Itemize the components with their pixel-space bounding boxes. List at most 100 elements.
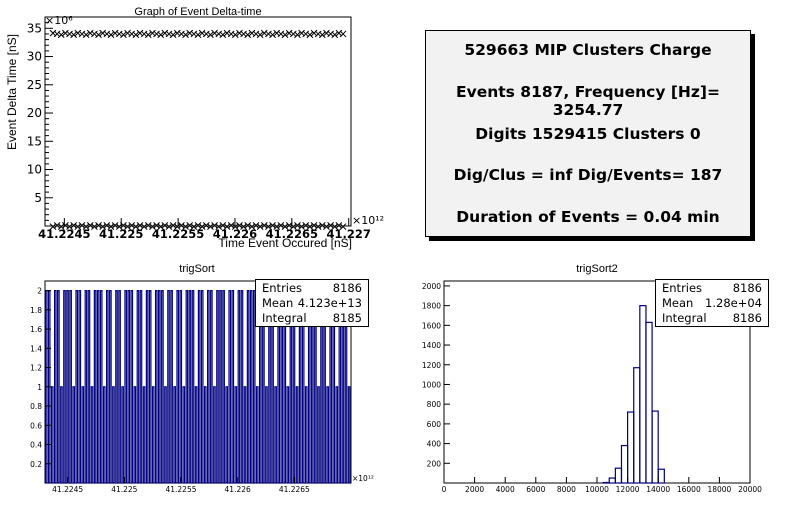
data-point-marker (252, 30, 260, 38)
histogram-bar (75, 290, 79, 484)
histogram-bar (614, 467, 623, 484)
digits-clusters-text: Digits 1529415 Clusters 0 (475, 125, 701, 143)
data-point-marker (99, 223, 107, 230)
data-point-marker (298, 223, 305, 230)
histogram-bar (109, 290, 112, 484)
histogram-bar (148, 290, 152, 484)
data-point-marker (66, 223, 73, 230)
data-point-marker (91, 223, 98, 230)
histogram-bar (265, 386, 268, 484)
data-point-marker (265, 223, 272, 230)
x-tick-label: 20000 (738, 485, 762, 494)
histogram-bar (240, 290, 244, 484)
data-point-marker (190, 223, 198, 230)
data-point-marker (277, 30, 285, 38)
data-point-marker (256, 223, 264, 230)
data-point-marker (161, 222, 169, 229)
data-point-marker (281, 223, 289, 230)
stats-box: Entries 8186 Mean 1.28e+04 Integral 8186 (655, 279, 769, 327)
data-point-marker (153, 30, 160, 38)
data-point-marker (120, 222, 127, 229)
data-point-marker (62, 222, 69, 229)
data-point-marker (331, 31, 339, 39)
histogram-bar (213, 386, 216, 484)
data-point-marker (198, 223, 206, 230)
histogram-bar (151, 386, 155, 484)
data-point-marker (327, 222, 334, 229)
y-tick-label: 1800 (422, 302, 441, 311)
histogram-bar (63, 290, 66, 484)
data-point-marker (194, 222, 202, 229)
data-point-marker (107, 223, 115, 230)
data-point-marker (219, 222, 227, 229)
data-point-marker (194, 31, 202, 39)
y-tick-label: 1000 (422, 380, 441, 389)
stats-row-entries: Entries 8186 (262, 281, 362, 297)
histogram-bar (133, 386, 137, 484)
data-point-marker (57, 223, 65, 230)
histogram-bar (657, 468, 665, 484)
data-point-marker (103, 30, 111, 38)
data-point-marker (95, 222, 102, 229)
data-point-marker (302, 30, 310, 38)
histogram-bar (78, 290, 82, 484)
data-point-marker (223, 223, 231, 230)
x-tick-label: 41.226 (225, 485, 251, 494)
x-tick-label: 4000 (496, 485, 515, 494)
x-tick-label: 41.225 (99, 227, 143, 241)
x-tick-label: 41.2255 (165, 485, 196, 494)
data-point-marker (244, 31, 252, 39)
histogram-bar (139, 290, 143, 484)
y-tick-label: 0.2 (30, 460, 42, 469)
data-point-marker (165, 30, 173, 38)
x-tick-label: 41.2265 (279, 485, 310, 494)
x-tick-label: 12000 (616, 485, 640, 494)
histogram-bar (164, 386, 167, 484)
data-point-marker (244, 222, 252, 229)
data-point-marker (339, 30, 347, 38)
histogram-bar (274, 386, 277, 484)
data-point-marker (281, 31, 289, 39)
hist-title: trigSort2 (576, 263, 618, 275)
x-tick-label: 10000 (585, 485, 609, 494)
data-point-marker (53, 222, 61, 229)
data-point-marker (49, 223, 57, 230)
histogram-bar (651, 410, 659, 484)
y-tick-label: 25 (27, 78, 42, 92)
data-point-marker (186, 222, 194, 229)
data-point-marker (70, 31, 78, 39)
data-point-marker (153, 222, 160, 229)
y-tick-label: 5 (34, 191, 42, 205)
data-point-marker (231, 223, 239, 230)
histogram-bar (66, 290, 69, 484)
histogram-bar (121, 386, 124, 484)
histogram-bar (102, 386, 106, 484)
data-point-marker (136, 222, 144, 229)
x-tick-label: 6000 (526, 485, 545, 494)
histogram-bar (210, 290, 213, 484)
stats-key: Integral (662, 311, 707, 325)
histogram-bar (105, 290, 109, 484)
histogram-bar (170, 290, 173, 484)
duration-text: Duration of Events = 0.04 min (456, 208, 720, 226)
histogram-bar (179, 290, 183, 484)
data-point-marker (314, 223, 322, 230)
histogram-bar (255, 386, 259, 484)
histogram-bar (84, 290, 88, 484)
data-point-marker (173, 223, 181, 230)
data-point-marker (78, 30, 86, 38)
data-point-marker (82, 31, 90, 39)
y-tick-label: 0.6 (30, 421, 42, 430)
histogram-bar (185, 290, 189, 484)
stats-row-entries: Entries 8186 (662, 281, 762, 297)
data-point-marker (269, 31, 276, 39)
histogram-bar (286, 386, 290, 484)
stats-key: Entries (262, 281, 303, 295)
data-point-marker (207, 223, 214, 230)
stats-row-integral: Integral 8186 (662, 311, 762, 327)
data-point-marker (323, 223, 330, 230)
data-point-marker (95, 31, 102, 39)
histogram-bar (225, 386, 229, 484)
data-point-marker (165, 223, 173, 230)
histogram-bar (124, 290, 128, 484)
